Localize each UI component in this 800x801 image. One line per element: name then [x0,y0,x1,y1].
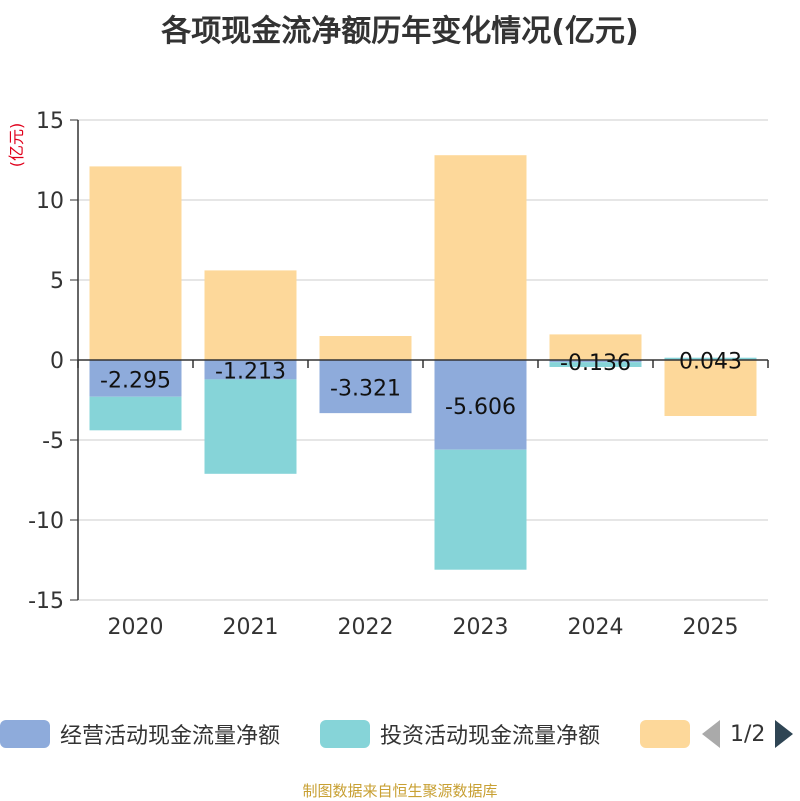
bar-financing-2022 [319,336,412,360]
bar-investing-2023 [434,449,527,570]
legend-pager: 1/2 [702,716,794,752]
legend-prev-icon[interactable] [702,720,720,748]
legend-item-operating[interactable]: 经营活动现金流量净额 [0,716,280,752]
bar-operating-2020 [89,360,182,397]
bar-operating-2022 [319,360,412,414]
legend-page-indicator: 1/2 [730,721,766,747]
x-tick-label: 2025 [683,615,739,640]
bar-investing-2025 [664,357,757,360]
bar-investing-2024 [549,362,642,367]
data-label: -1.213 [215,360,286,385]
y-tick-label: 5 [50,269,64,294]
data-label: -3.321 [330,377,401,402]
data-label: 0.043 [679,350,742,375]
chart-title: 各项现金流净额历年变化情况(亿元) [161,14,639,49]
bar-financing-2025 [664,360,757,416]
x-tick-label: 2024 [568,615,624,640]
legend-label-operating: 经营活动现金流量净额 [60,724,281,749]
x-tick-label: 2020 [108,615,164,640]
data-label: -0.136 [560,351,631,376]
bar-financing-2020 [89,166,182,360]
x-tick-label: 2022 [338,615,394,640]
bar-financing-2024 [549,334,642,360]
legend-item-investing[interactable]: 投资活动现金流量净额 [320,716,600,752]
x-tick-label: 2023 [453,615,509,640]
legend-label-investing: 投资活动现金流量净额 [380,724,601,749]
legend-item-financing[interactable] [640,716,700,752]
bar-operating-2024 [549,360,642,363]
y-tick-label: -10 [28,509,64,534]
legend: 经营活动现金流量净额 投资活动现金流量净额 [0,716,800,752]
data-label: -5.606 [445,395,516,420]
bar-financing-2023 [434,155,527,360]
bar-financing-2021 [204,270,297,360]
legend-swatch-investing [320,720,370,748]
legend-swatch-operating [0,720,50,748]
y-axis-unit-label: (亿元) [7,123,26,168]
legend-next-icon[interactable] [775,720,794,748]
y-tick-label: -5 [42,429,64,454]
x-tick-label: 2021 [223,615,279,640]
y-tick-label: 15 [36,109,64,134]
y-tick-label: 10 [36,189,64,214]
y-tick-label: -15 [28,589,64,614]
bar-operating-2023 [434,360,527,450]
legend-swatch-financing [640,720,690,748]
bar-investing-2020 [89,396,182,431]
data-source-note: 制图数据来自恒生聚源数据库 [302,782,498,800]
bar-operating-2021 [204,360,297,380]
data-label: -2.295 [100,368,171,393]
bar-investing-2021 [204,379,297,474]
y-tick-label: 0 [50,349,64,374]
